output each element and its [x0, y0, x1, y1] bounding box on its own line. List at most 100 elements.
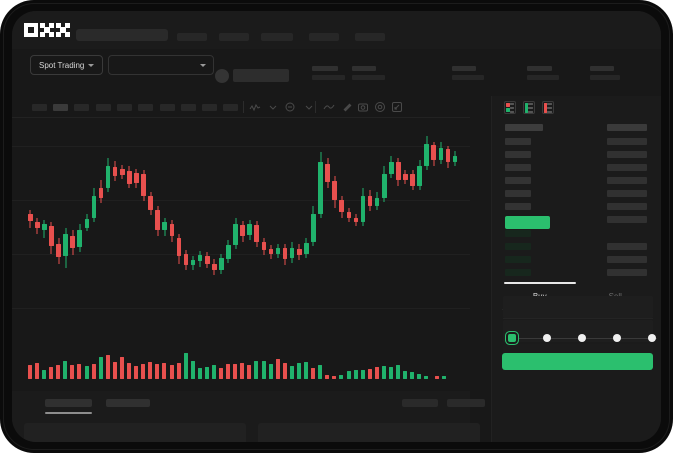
- timeframe-1m[interactable]: [32, 104, 47, 111]
- order-book[interactable]: [492, 122, 661, 282]
- order-price-field[interactable]: [503, 296, 653, 318]
- timeframe-more[interactable]: [223, 104, 238, 111]
- orderbook-bid-amount-3[interactable]: [607, 269, 647, 276]
- orderbook-ask-price-2[interactable]: [505, 164, 531, 171]
- candlestick: [162, 118, 168, 333]
- candlestick: [112, 118, 118, 333]
- orderbook-view-bids[interactable]: [523, 101, 535, 114]
- candlestick: [212, 118, 217, 333]
- nav-item-2[interactable]: [219, 33, 249, 41]
- bottom-action-2[interactable]: [447, 399, 485, 407]
- line-chart-icon[interactable]: [323, 101, 335, 113]
- orderbook-ask-amount-1[interactable]: [607, 151, 647, 158]
- orderbook-ask-amount-5[interactable]: [607, 203, 647, 210]
- candlestick: [148, 118, 153, 333]
- fullscreen-icon[interactable]: [391, 101, 403, 113]
- volume-bar: [162, 363, 167, 379]
- volume-bar: [325, 375, 330, 379]
- orderbook-bid-amount-1[interactable]: [607, 243, 647, 250]
- candlestick: [240, 118, 245, 333]
- volume-bar: [282, 363, 287, 379]
- last-price-value: [233, 69, 289, 82]
- candlestick: [49, 118, 54, 333]
- volume-bar: [35, 363, 39, 379]
- volume-bar: [63, 361, 68, 379]
- amount-percent-slider[interactable]: [502, 334, 657, 344]
- timeframe-4h[interactable]: [138, 104, 153, 111]
- volume-bar: [289, 366, 294, 379]
- orderbook-ask-amount-4[interactable]: [607, 190, 647, 197]
- candlestick: [27, 118, 33, 333]
- timeframe-30m[interactable]: [96, 104, 111, 111]
- timeframe-5m[interactable]: [53, 104, 68, 111]
- orderbook-ask-price-0[interactable]: [505, 138, 531, 145]
- orderbook-bid-price-3[interactable]: [505, 269, 531, 276]
- bottom-card-1[interactable]: [24, 423, 246, 442]
- orderbook-header-price[interactable]: [505, 124, 543, 131]
- timeframe-1M[interactable]: [202, 104, 217, 111]
- candlestick: [70, 118, 75, 333]
- volume-bar: [84, 366, 89, 379]
- volume-bar: [339, 375, 344, 379]
- volume-bar: [304, 362, 309, 379]
- nav-item-1[interactable]: [177, 33, 207, 41]
- orderbook-spread-total[interactable]: [607, 216, 647, 223]
- search-input[interactable]: [76, 29, 168, 41]
- okx-logo[interactable]: [24, 23, 70, 37]
- chevron-down-icon: [200, 64, 206, 67]
- candlestick: [105, 118, 111, 333]
- orderbook-bid-price-1[interactable]: [505, 243, 531, 250]
- settings-icon[interactable]: [374, 101, 386, 113]
- slider-step-75[interactable]: [613, 334, 621, 342]
- orderbook-view-both[interactable]: [504, 101, 516, 114]
- orderbook-header-total[interactable]: [607, 124, 647, 131]
- timeframe-1w[interactable]: [181, 104, 196, 111]
- timeframe-15m[interactable]: [74, 104, 89, 111]
- nav-item-5[interactable]: [355, 33, 385, 41]
- camera-icon[interactable]: [357, 101, 369, 113]
- orderbook-view-asks[interactable]: [542, 101, 554, 114]
- orderbook-bid-amount-2[interactable]: [607, 256, 647, 263]
- orderbook-ask-amount-0[interactable]: [607, 138, 647, 145]
- volume-bar: [98, 357, 103, 379]
- candlestick: [445, 118, 451, 333]
- orderbook-ask-amount-3[interactable]: [607, 177, 647, 184]
- bottom-action-1[interactable]: [402, 399, 438, 407]
- magnet-icon[interactable]: [341, 101, 353, 113]
- toolbar-divider: [315, 101, 316, 113]
- timeframe-1d[interactable]: [160, 104, 175, 111]
- nav-item-4[interactable]: [309, 33, 339, 41]
- orderbook-ask-price-1[interactable]: [505, 151, 531, 158]
- compare-icon[interactable]: [284, 101, 296, 113]
- volume-bar: [403, 371, 408, 379]
- volume-bar: [367, 369, 372, 379]
- place-buy-order-button[interactable]: [502, 353, 653, 370]
- orderbook-bid-price-0[interactable]: [505, 230, 531, 237]
- slider-step-100[interactable]: [648, 334, 656, 342]
- slider-step-25[interactable]: [543, 334, 551, 342]
- timeframe-1h[interactable]: [117, 104, 132, 111]
- orderbook-ask-price-4[interactable]: [505, 190, 531, 197]
- bottom-card-2[interactable]: [258, 423, 480, 442]
- slider-handle[interactable]: [508, 334, 516, 342]
- orderbook-ask-price-5[interactable]: [505, 203, 531, 210]
- orderbook-ask-amount-2[interactable]: [607, 164, 647, 171]
- trading-mode-selector[interactable]: Spot Trading: [30, 55, 104, 75]
- candlestick: [438, 118, 444, 333]
- volume-bar: [212, 365, 216, 379]
- slider-step-50[interactable]: [578, 334, 586, 342]
- tab-open-orders[interactable]: [45, 399, 92, 414]
- nav-item-3[interactable]: [261, 33, 293, 41]
- chevron-down-icon[interactable]: [303, 101, 315, 113]
- price-chart[interactable]: [12, 118, 470, 333]
- tab-order-history[interactable]: [106, 399, 150, 407]
- candlestick: [169, 118, 175, 333]
- indicator-icon[interactable]: [249, 101, 261, 113]
- chevron-down-icon[interactable]: [267, 101, 279, 113]
- orderbook-ask-price-3[interactable]: [505, 177, 531, 184]
- volume-bar: [169, 365, 174, 379]
- orderbook-bid-price-2[interactable]: [505, 256, 531, 263]
- candlestick: [141, 118, 146, 333]
- trading-pair-selector[interactable]: [108, 55, 214, 75]
- volume-bar: [396, 365, 401, 379]
